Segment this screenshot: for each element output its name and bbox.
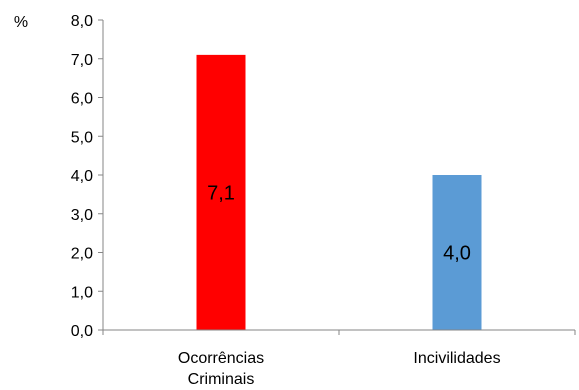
y-tick-label: 6,0 bbox=[71, 91, 93, 108]
y-tick-label: 4,0 bbox=[71, 168, 93, 185]
y-tick-label: 2,0 bbox=[71, 246, 93, 263]
y-tick-label: 3,0 bbox=[71, 207, 93, 224]
bars bbox=[196, 54, 482, 330]
y-tick-label: 0,0 bbox=[71, 323, 93, 340]
data-labels: 7,1 4,0 bbox=[207, 182, 471, 264]
x-tick-label: Criminais bbox=[188, 371, 255, 388]
y-tick-label: 8,0 bbox=[71, 13, 93, 30]
bar bbox=[196, 54, 246, 330]
y-tick-label: 5,0 bbox=[71, 129, 93, 146]
x-tick-label: Incivilidades bbox=[413, 350, 500, 367]
y-axis-ticks: 0,0 1,0 2,0 3,0 4,0 5,0 6,0 7,0 8,0 bbox=[71, 13, 103, 340]
x-axis-labels: Ocorrências Criminais Incivilidades bbox=[178, 350, 501, 388]
data-label: 7,1 bbox=[207, 182, 235, 204]
y-axis-label: % bbox=[14, 14, 28, 31]
axes bbox=[102, 20, 576, 335]
x-tick-label: Ocorrências bbox=[178, 350, 264, 367]
bar bbox=[432, 175, 482, 330]
y-tick-label: 1,0 bbox=[71, 284, 93, 301]
data-label: 4,0 bbox=[443, 243, 471, 265]
y-tick-label: 7,0 bbox=[71, 52, 93, 69]
